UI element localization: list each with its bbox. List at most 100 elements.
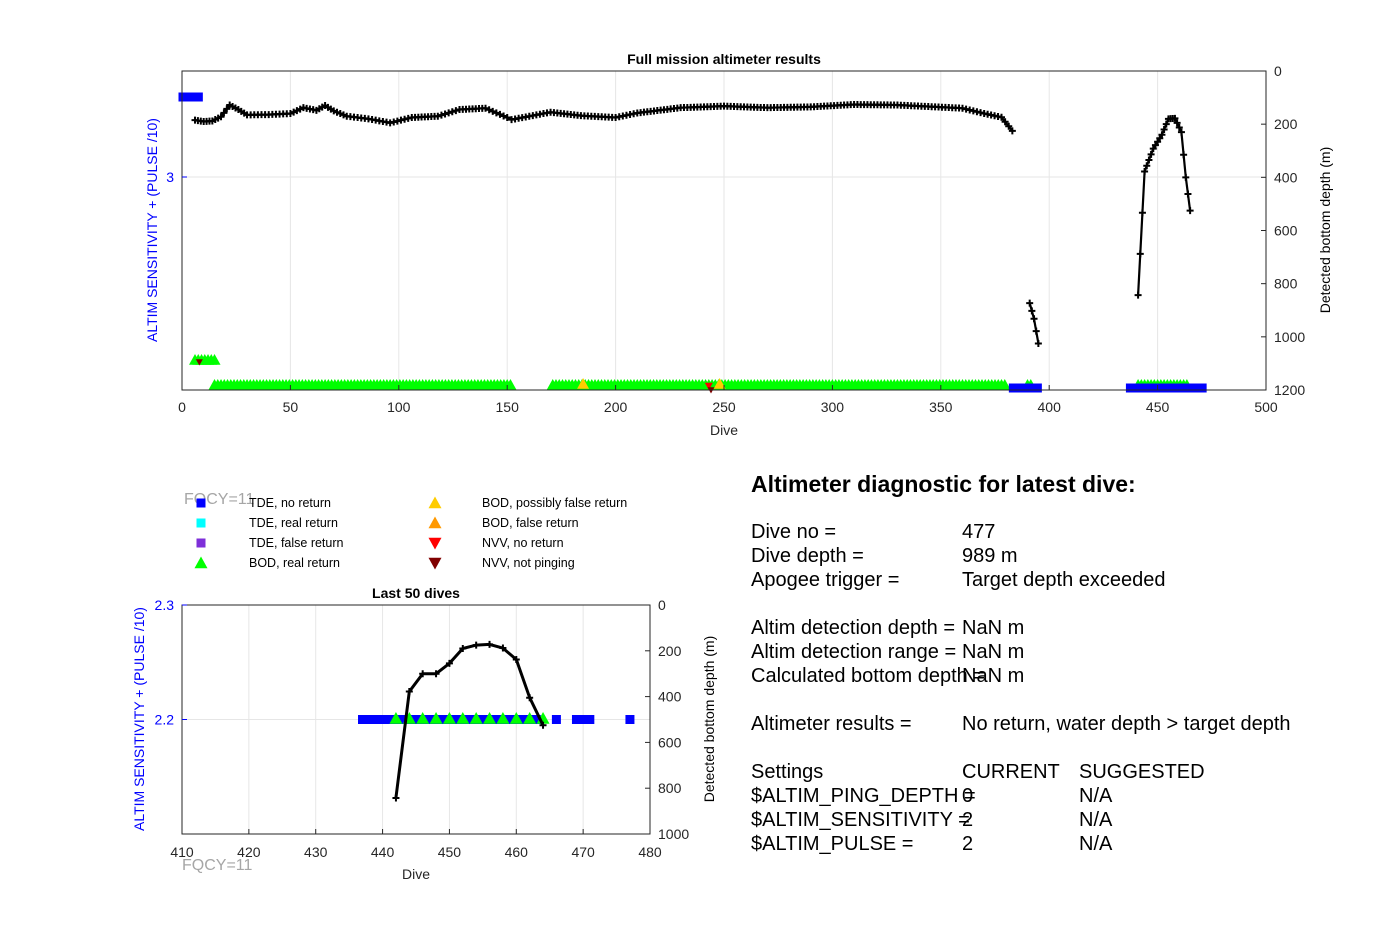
ping-depth-current: 0 (962, 785, 974, 807)
depth-point (1005, 122, 1013, 130)
depth-point (1141, 167, 1149, 175)
legend-marker (196, 538, 206, 548)
tde-no-return-marker (1017, 383, 1025, 393)
bottom-chart-y-ticks: 2.3 2.2 (155, 597, 187, 728)
depth-point (445, 659, 453, 667)
calculated-bottom-depth-label: Calculated bottom depth = (751, 665, 986, 687)
legend-marker (194, 556, 208, 569)
depth-point (1026, 299, 1034, 307)
legend-label: TDE, no return (249, 496, 331, 510)
tde-no-return-marker (1164, 383, 1172, 393)
legend-label: NVV, no return (482, 536, 564, 550)
bottom-y2-tick-label: 1000 (658, 826, 689, 842)
depth-point (482, 104, 490, 112)
fqcy-annotation-bottom: FQCY=11 (182, 857, 253, 874)
top-y2-tick-label: 1000 (1274, 329, 1305, 345)
depth-point (445, 109, 453, 117)
depth-point (1158, 131, 1166, 139)
bod-real-return-marker (483, 712, 497, 724)
top-y-tick-label: 3 (166, 169, 174, 185)
depth-point (1138, 209, 1146, 217)
tde-no-return-marker (1173, 383, 1181, 393)
bod-real-return-marker (998, 379, 1011, 390)
depth-point (1030, 315, 1038, 323)
depth-point (1162, 120, 1170, 128)
top-chart-grid (181, 71, 1267, 390)
depth-point (1008, 127, 1016, 135)
tde-no-return-marker (1134, 383, 1142, 393)
legend-marker (428, 516, 442, 529)
tde-no-return-marker (1199, 383, 1207, 393)
tde-no-return-marker (438, 715, 448, 724)
depth-point (441, 110, 449, 118)
legend-label: BOD, false return (482, 516, 579, 530)
depth-point (1143, 162, 1151, 170)
top-x-tick-label: 500 (1254, 399, 1278, 415)
tde-no-return-marker (625, 715, 635, 724)
bottom-chart-ylabel: ALTIM SENSITIVITY + (PULSE /10) (131, 607, 147, 831)
bottom-x-tick-label: 430 (304, 844, 328, 860)
depth-point (1147, 150, 1155, 158)
tde-no-return-marker (531, 715, 541, 724)
tde-no-return-marker (1190, 383, 1198, 393)
tde-no-return-marker (551, 715, 561, 724)
depth-point (1177, 128, 1185, 136)
bottom-chart-xlabel: Dive (402, 866, 430, 882)
tde-no-return-marker (1138, 383, 1146, 393)
bottom-y2-tick-label: 600 (658, 734, 682, 750)
tde-no-return-marker (1008, 383, 1016, 393)
bottom-x-tick-label: 410 (170, 844, 194, 860)
settings-suggested-header: SUGGESTED (1079, 761, 1205, 783)
bod-real-return-marker (442, 712, 456, 724)
depth-point (499, 644, 507, 652)
top-chart-tde-markers (178, 92, 1207, 393)
bod-possibly-false-marker (577, 378, 590, 389)
depth-point (472, 641, 480, 649)
bod-real-return-marker (456, 712, 470, 724)
tde-no-return-marker (505, 715, 515, 724)
bottom-x-tick-label: 460 (505, 844, 529, 860)
legend-label: TDE, real return (249, 516, 338, 530)
top-x-tick-label: 350 (929, 399, 953, 415)
depth-point (492, 109, 500, 117)
depth-point (1001, 118, 1009, 126)
bottom-y2-tick-label: 800 (658, 780, 682, 796)
legend-marker (196, 498, 206, 508)
depth-point (486, 640, 494, 648)
depth-point (1171, 114, 1179, 122)
top-x-tick-label: 450 (1146, 399, 1170, 415)
top-y2-tick-label: 1200 (1274, 382, 1305, 398)
bottom-chart-depth-line (392, 640, 547, 802)
tde-no-return-marker (378, 715, 388, 724)
tde-no-return-marker (518, 715, 528, 724)
altim-detection-range-label: Altim detection range = (751, 641, 957, 663)
bod-real-return-marker (389, 712, 403, 724)
dive-no-label: Dive no = (751, 521, 837, 543)
settings-header: Settings (751, 761, 824, 783)
top-x-tick-label: 150 (496, 399, 520, 415)
top-chart-bod-markers (189, 354, 1193, 394)
apogee-trigger-value: Target depth exceeded (962, 569, 1166, 591)
top-y2-tick-label: 600 (1274, 223, 1298, 239)
depth-point (1034, 339, 1042, 347)
tde-no-return-marker (1034, 383, 1042, 393)
bottom-chart-title: Last 50 dives (372, 585, 460, 601)
top-y2-tick-label: 800 (1274, 276, 1298, 292)
tde-no-return-marker (1156, 383, 1164, 393)
altim-detection-range-value: NaN m (962, 641, 1025, 663)
tde-no-return-marker (1147, 383, 1155, 393)
legend-label: NVV, not pinging (482, 556, 575, 570)
depth-point (489, 107, 497, 115)
top-x-tick-label: 250 (712, 399, 736, 415)
tde-no-return-marker (398, 715, 408, 724)
bottom-x-tick-label: 450 (438, 844, 462, 860)
bod-real-return-marker (416, 712, 430, 724)
tde-no-return-marker (364, 715, 374, 724)
tde-no-return-marker (478, 715, 488, 724)
tde-no-return-marker (371, 715, 381, 724)
depth-point (217, 113, 225, 121)
depth-line-segment (1137, 117, 1192, 296)
legend-marker (196, 518, 206, 528)
bottom-y-tick-label: 2.2 (155, 712, 175, 728)
